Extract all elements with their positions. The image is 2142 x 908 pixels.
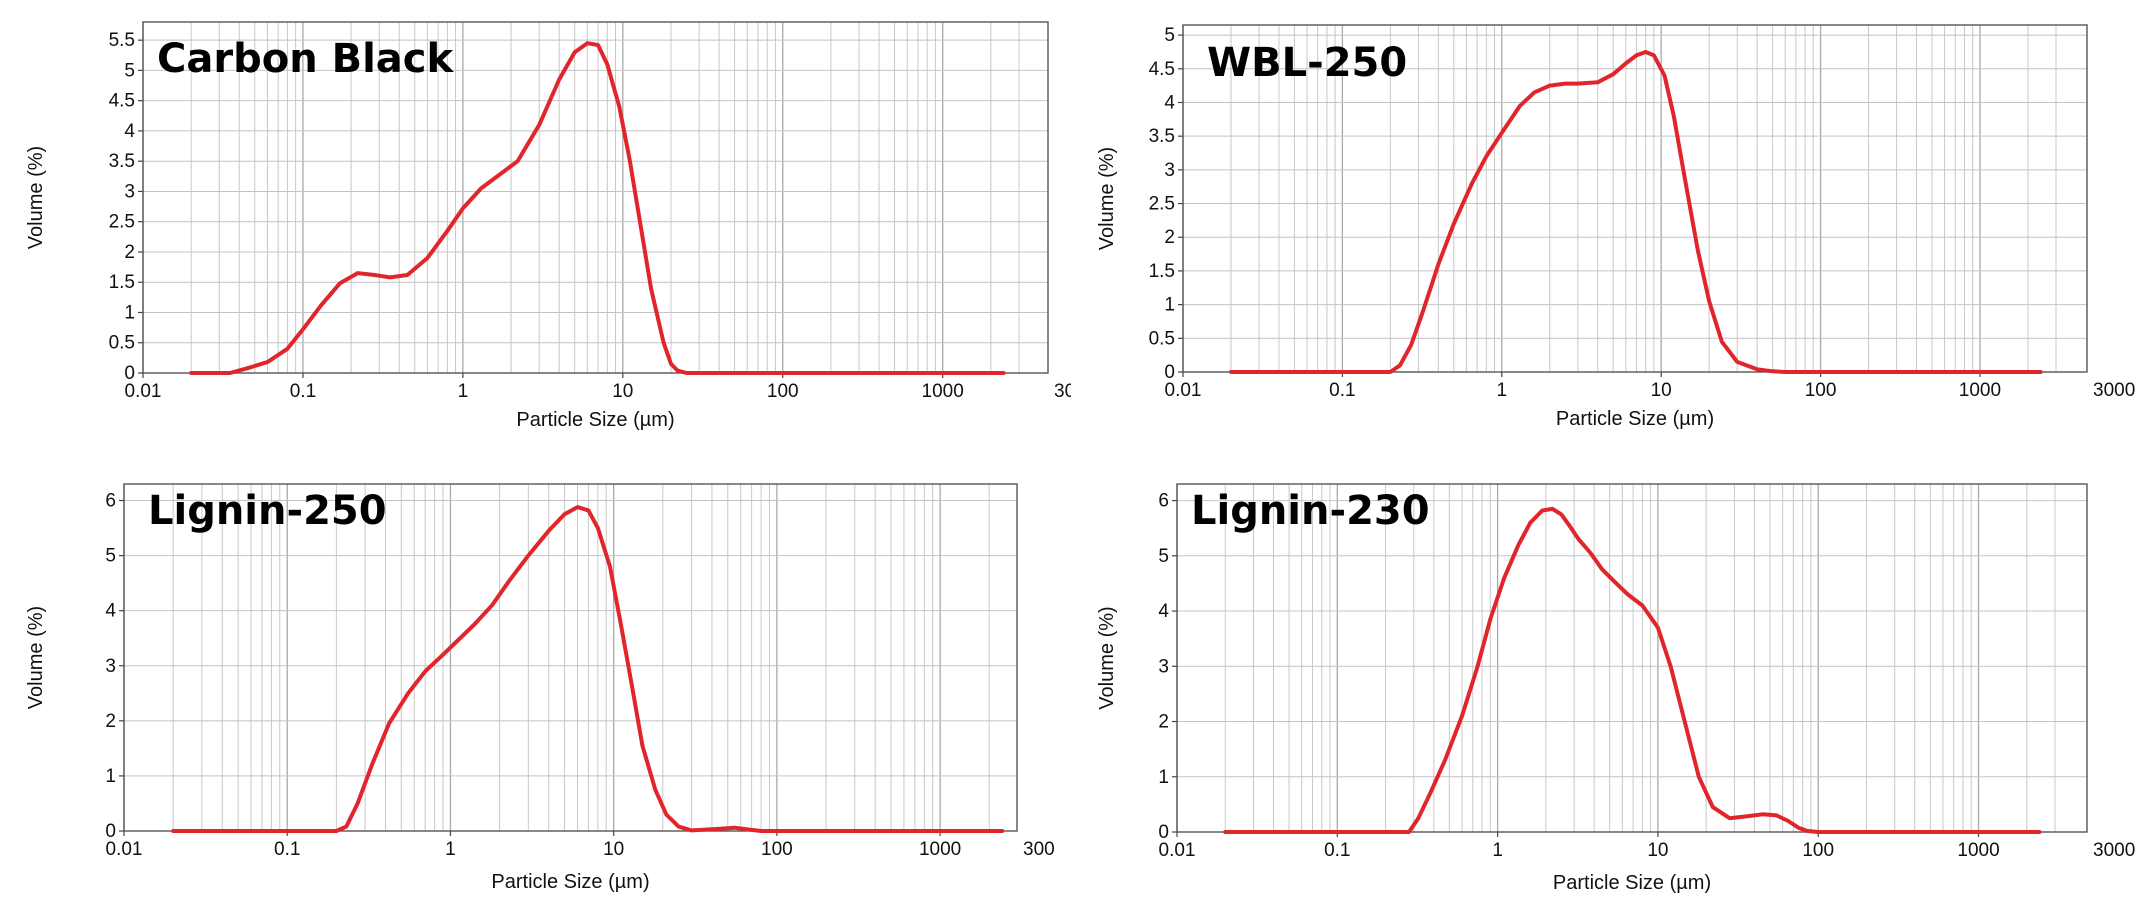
y-axis-label: Volume (%) <box>1096 147 1118 250</box>
y-tick-label: 5.5 <box>109 30 135 51</box>
y-tick-label: 3 <box>105 656 116 677</box>
chart-panel-lignin-230: 0 1 2 3 4 5 6 0.01 0.1 1 10 100 1000 3000 Particle Siz… <box>1071 454 2142 908</box>
plot-frame <box>142 21 1049 374</box>
y-tick-label: 4 <box>105 601 116 622</box>
y-axis-label: Volume (%) <box>25 606 47 709</box>
x-tick-label: 1 <box>445 839 456 860</box>
minor-gridlines <box>1230 25 2057 372</box>
y-tick-label: 6 <box>105 491 116 512</box>
x-tick-label: 100 <box>1802 840 1834 861</box>
minor-gridlines <box>190 22 1020 373</box>
x-tick-label: 1 <box>1492 840 1503 861</box>
x-tick-label: 0.1 <box>274 839 300 860</box>
y-tick-label: 5 <box>1164 25 1175 46</box>
series-line <box>189 41 1006 375</box>
x-tick-label: 0.01 <box>125 381 162 402</box>
x-tick-label: 1 <box>458 381 469 402</box>
y-tick-label: 2.5 <box>109 212 135 233</box>
x-tick-label: 0.1 <box>290 381 316 402</box>
y-tick-label: 1 <box>1158 767 1169 788</box>
y-axis-label: Volume (%) <box>25 146 47 249</box>
x-tick-label: 10 <box>1651 380 1672 401</box>
y-tick-label: 2 <box>1158 712 1169 733</box>
panel-title: Lignin-250 <box>148 488 387 534</box>
y-tick-label: 3.5 <box>1149 126 1175 147</box>
x-tick-label: 1000 <box>1959 380 2001 401</box>
series-line <box>1223 506 2042 834</box>
y-tick-label: 4 <box>1164 92 1175 113</box>
x-tick-label: 0.1 <box>1329 380 1355 401</box>
x-tick-label: 1000 <box>1957 840 1999 861</box>
y-tick-label: 5 <box>105 546 116 567</box>
y-tick-label: 0.5 <box>109 333 135 354</box>
y-tick-label: 2.5 <box>1149 194 1175 215</box>
y-tick-label: 3.5 <box>109 151 135 172</box>
x-end-label: 300 <box>1054 381 1071 402</box>
chart-panel-carbon-black: 0 0.5 1 1.5 2 2.5 3 3.5 4 4.5 5 5.5 0.01 0.1 1 10 100 100… <box>0 0 1071 454</box>
x-tick-label: 10 <box>1647 840 1668 861</box>
y-tick-label: 3 <box>124 181 135 202</box>
y-tick-label: 0.5 <box>1149 328 1175 349</box>
x-tick-label: 0.01 <box>1159 840 1196 861</box>
chart-svg: 0 0.5 1 1.5 2 2.5 3 3.5 4 4.5 5 5.5 0.01 0.1 1 10 100 100… <box>25 21 1071 431</box>
x-axis-label: Particle Size (µm) <box>1553 872 1711 894</box>
y-tick-label: 2 <box>105 711 116 732</box>
y-tick-label: 4 <box>124 121 135 142</box>
chart-svg: 0 1 2 3 4 5 6 0.01 0.1 1 10 100 1000 300 Particle Size… <box>25 483 1055 893</box>
y-tick-label: 5 <box>1158 546 1169 567</box>
chart-panel-wbl-250: 0 0.5 1 1.5 2 2.5 3 3.5 4 4.5 5 0.01 0.1 1 10 100 1000 30… <box>1071 0 2142 454</box>
plot-frame <box>1176 483 2088 833</box>
y-tick-label: 0 <box>105 821 116 842</box>
x-tick-label: 1000 <box>919 839 961 860</box>
x-end-label: 3000 <box>2093 840 2135 861</box>
major-gridlines <box>123 484 941 831</box>
panel-title: Lignin-230 <box>1191 488 1430 534</box>
y-tick-label: 5 <box>124 60 135 81</box>
x-axis-label: Particle Size (µm) <box>1556 408 1714 430</box>
y-tick-label: 1 <box>124 302 135 323</box>
minor-gridlines <box>1224 484 2056 832</box>
x-axis-label: Particle Size (µm) <box>516 409 674 431</box>
y-tick-label: 1.5 <box>109 272 135 293</box>
panel-title: Carbon Black <box>157 36 454 82</box>
minor-gridlines <box>172 484 990 831</box>
x-tick-label: 100 <box>761 839 793 860</box>
y-tick-label: 0 <box>124 363 135 384</box>
series-line <box>1229 50 2043 374</box>
y-tick-label: 3 <box>1158 656 1169 677</box>
y-tick-label: 4.5 <box>109 91 135 112</box>
x-tick-label: 0.01 <box>106 839 143 860</box>
y-tick-label: 2 <box>1164 227 1175 248</box>
y-tick-label: 6 <box>1158 491 1169 512</box>
y-tick-label: 4 <box>1158 601 1169 622</box>
y-tick-label: 2 <box>124 242 135 263</box>
x-tick-label: 1000 <box>922 381 964 402</box>
chart-panel-lignin-250: 0 1 2 3 4 5 6 0.01 0.1 1 10 100 1000 300 Particle Size… <box>0 454 1071 908</box>
x-tick-label: 0.1 <box>1324 840 1350 861</box>
y-tick-label: 1.5 <box>1149 261 1175 282</box>
panel-title: WBL-250 <box>1207 40 1407 86</box>
x-tick-label: 100 <box>1805 380 1837 401</box>
x-tick-label: 10 <box>612 381 633 402</box>
y-axis-label: Volume (%) <box>1096 606 1118 709</box>
chart-svg: 0 1 2 3 4 5 6 0.01 0.1 1 10 100 1000 3000 Particle Siz… <box>1096 483 2135 894</box>
plot-frame <box>1182 24 2088 373</box>
y-tick-label: 1 <box>105 766 116 787</box>
plot-frame <box>123 483 1018 832</box>
x-end-label: 3000 <box>2093 380 2135 401</box>
y-tick-label: 3 <box>1164 160 1175 181</box>
chart-svg: 0 0.5 1 1.5 2 2.5 3 3.5 4 4.5 5 0.01 0.1 1 10 100 1000 30… <box>1096 24 2135 430</box>
y-tick-label: 4.5 <box>1149 59 1175 80</box>
series-line <box>171 505 1005 833</box>
x-tick-label: 10 <box>603 839 624 860</box>
y-tick-label: 1 <box>1164 295 1175 316</box>
x-tick-label: 100 <box>767 381 799 402</box>
x-end-label: 300 <box>1023 839 1055 860</box>
x-axis-label: Particle Size (µm) <box>491 871 649 893</box>
x-tick-label: 1 <box>1496 380 1507 401</box>
y-tick-label: 0 <box>1158 822 1169 843</box>
x-tick-label: 0.01 <box>1165 380 1202 401</box>
y-tick-label: 0 <box>1164 362 1175 383</box>
